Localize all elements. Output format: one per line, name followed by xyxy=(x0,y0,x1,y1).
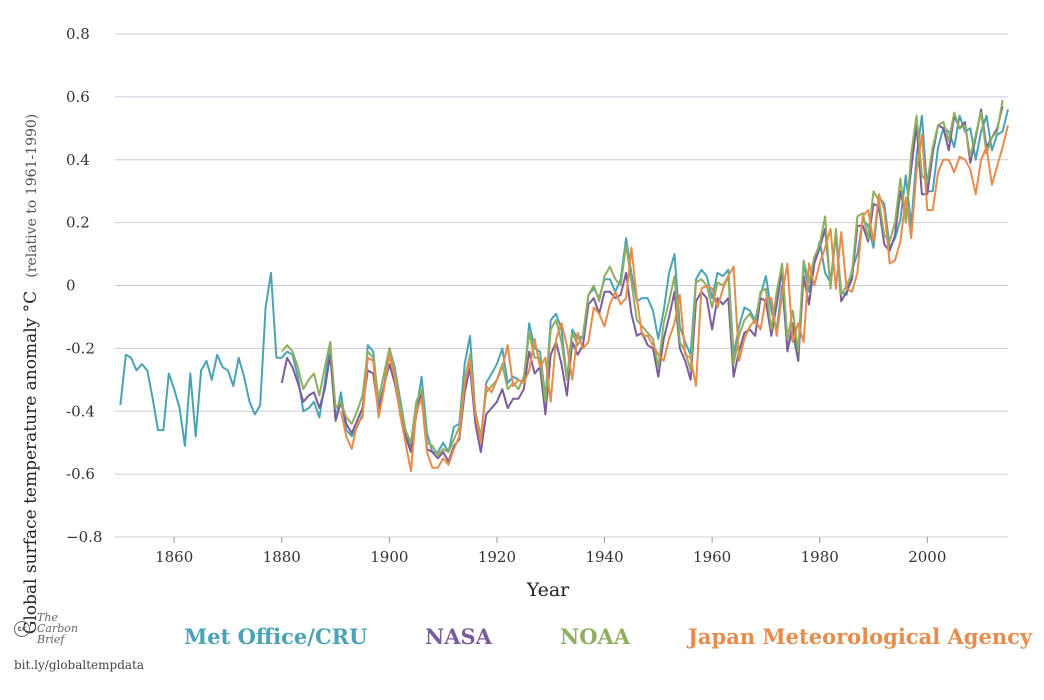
y-tick-label: 0.4 xyxy=(66,151,90,169)
source-link[interactable]: bit.ly/globaltempdata xyxy=(14,658,145,672)
x-axis-title: Year xyxy=(526,579,570,601)
series-lines xyxy=(119,99,1009,472)
creative-commons-icon: cc xyxy=(14,621,30,637)
y-tick-label: 0.8 xyxy=(66,25,90,43)
x-axis: 1860 1880 1900 1920 1940 1960 1980 2000 xyxy=(155,537,946,566)
legend-noaa: NOAA xyxy=(560,624,631,649)
carbon-brief-logo: cc The Carbon Brief xyxy=(14,612,104,648)
x-tick-label: 1900 xyxy=(370,548,408,566)
x-tick-label: 1880 xyxy=(263,548,301,566)
y-axis-title-group: Global surface temperature anomaly °C (r… xyxy=(21,114,41,635)
y-axis-title: Global surface temperature anomaly °C (r… xyxy=(21,114,41,635)
y-tick-label: 0.2 xyxy=(66,214,90,232)
legend-jma: Japan Meteorological Agency xyxy=(688,624,1033,649)
y-tick-label: -0.2 xyxy=(66,339,95,357)
logo-line-3: Brief xyxy=(37,633,65,646)
y-tick-label: −0.8 xyxy=(66,528,102,546)
x-tick-label: 1940 xyxy=(585,548,623,566)
y-tick-label: 0.6 xyxy=(66,88,90,106)
x-tick-label: 1860 xyxy=(155,548,193,566)
legend-nasa: NASA xyxy=(425,624,492,649)
y-axis-title-note: (relative to 1961-1990) xyxy=(24,114,40,278)
x-tick-label: 2000 xyxy=(908,548,946,566)
x-tick-label: 1920 xyxy=(478,548,516,566)
y-tick-label: -0.4 xyxy=(66,402,95,420)
series-line-noaa xyxy=(281,99,1004,457)
grid-lines xyxy=(115,33,1008,538)
series-line-met_office xyxy=(119,109,1009,454)
y-axis-title-main: Global surface temperature anomaly °C xyxy=(21,291,41,634)
logo-line-2: Carbon xyxy=(37,622,78,635)
legend-met-office: Met Office/CRU xyxy=(184,624,368,649)
logo-line-1: The xyxy=(37,611,58,624)
y-tick-label: 0 xyxy=(66,277,76,295)
x-tick-label: 1980 xyxy=(801,548,839,566)
y-tick-label: -0.6 xyxy=(66,465,95,483)
x-tick-label: 1960 xyxy=(693,548,731,566)
logo-text: The Carbon Brief xyxy=(37,612,78,645)
series-line-jma xyxy=(339,124,1009,472)
y-axis: −0.8 -0.6 -0.4 -0.2 0 0.2 0.4 0.6 0.8 xyxy=(66,25,102,546)
